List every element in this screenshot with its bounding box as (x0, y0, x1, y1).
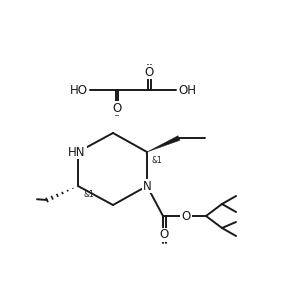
Text: O: O (144, 66, 154, 78)
Text: N: N (143, 180, 151, 192)
Text: O: O (112, 102, 122, 114)
Text: &1: &1 (152, 156, 163, 165)
Text: &1: &1 (84, 190, 95, 199)
Text: HO: HO (70, 84, 88, 96)
Text: O: O (181, 210, 191, 223)
Text: HN: HN (68, 145, 86, 159)
Polygon shape (147, 136, 180, 152)
Text: O: O (159, 228, 169, 242)
Text: OH: OH (178, 84, 196, 96)
